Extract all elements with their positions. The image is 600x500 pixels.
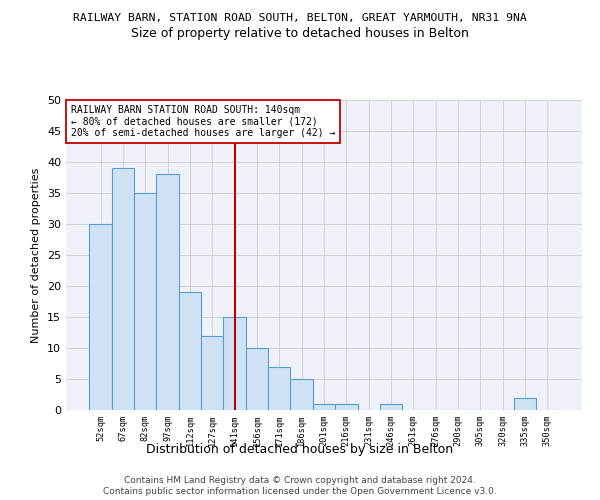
Text: Contains HM Land Registry data © Crown copyright and database right 2024.: Contains HM Land Registry data © Crown c… bbox=[124, 476, 476, 485]
Bar bbox=[201, 336, 223, 410]
Bar bbox=[380, 404, 402, 410]
Bar bbox=[89, 224, 112, 410]
Bar bbox=[246, 348, 268, 410]
Bar bbox=[112, 168, 134, 410]
Text: Distribution of detached houses by size in Belton: Distribution of detached houses by size … bbox=[146, 442, 454, 456]
Text: Size of property relative to detached houses in Belton: Size of property relative to detached ho… bbox=[131, 28, 469, 40]
Bar bbox=[268, 366, 290, 410]
Bar bbox=[335, 404, 358, 410]
Bar bbox=[223, 317, 246, 410]
Text: Contains public sector information licensed under the Open Government Licence v3: Contains public sector information licen… bbox=[103, 488, 497, 496]
Bar bbox=[134, 193, 157, 410]
Text: RAILWAY BARN, STATION ROAD SOUTH, BELTON, GREAT YARMOUTH, NR31 9NA: RAILWAY BARN, STATION ROAD SOUTH, BELTON… bbox=[73, 12, 527, 22]
Bar bbox=[179, 292, 201, 410]
Bar bbox=[157, 174, 179, 410]
Y-axis label: Number of detached properties: Number of detached properties bbox=[31, 168, 41, 342]
Bar bbox=[514, 398, 536, 410]
Text: RAILWAY BARN STATION ROAD SOUTH: 140sqm
← 80% of detached houses are smaller (17: RAILWAY BARN STATION ROAD SOUTH: 140sqm … bbox=[71, 104, 335, 138]
Bar bbox=[313, 404, 335, 410]
Bar bbox=[290, 379, 313, 410]
